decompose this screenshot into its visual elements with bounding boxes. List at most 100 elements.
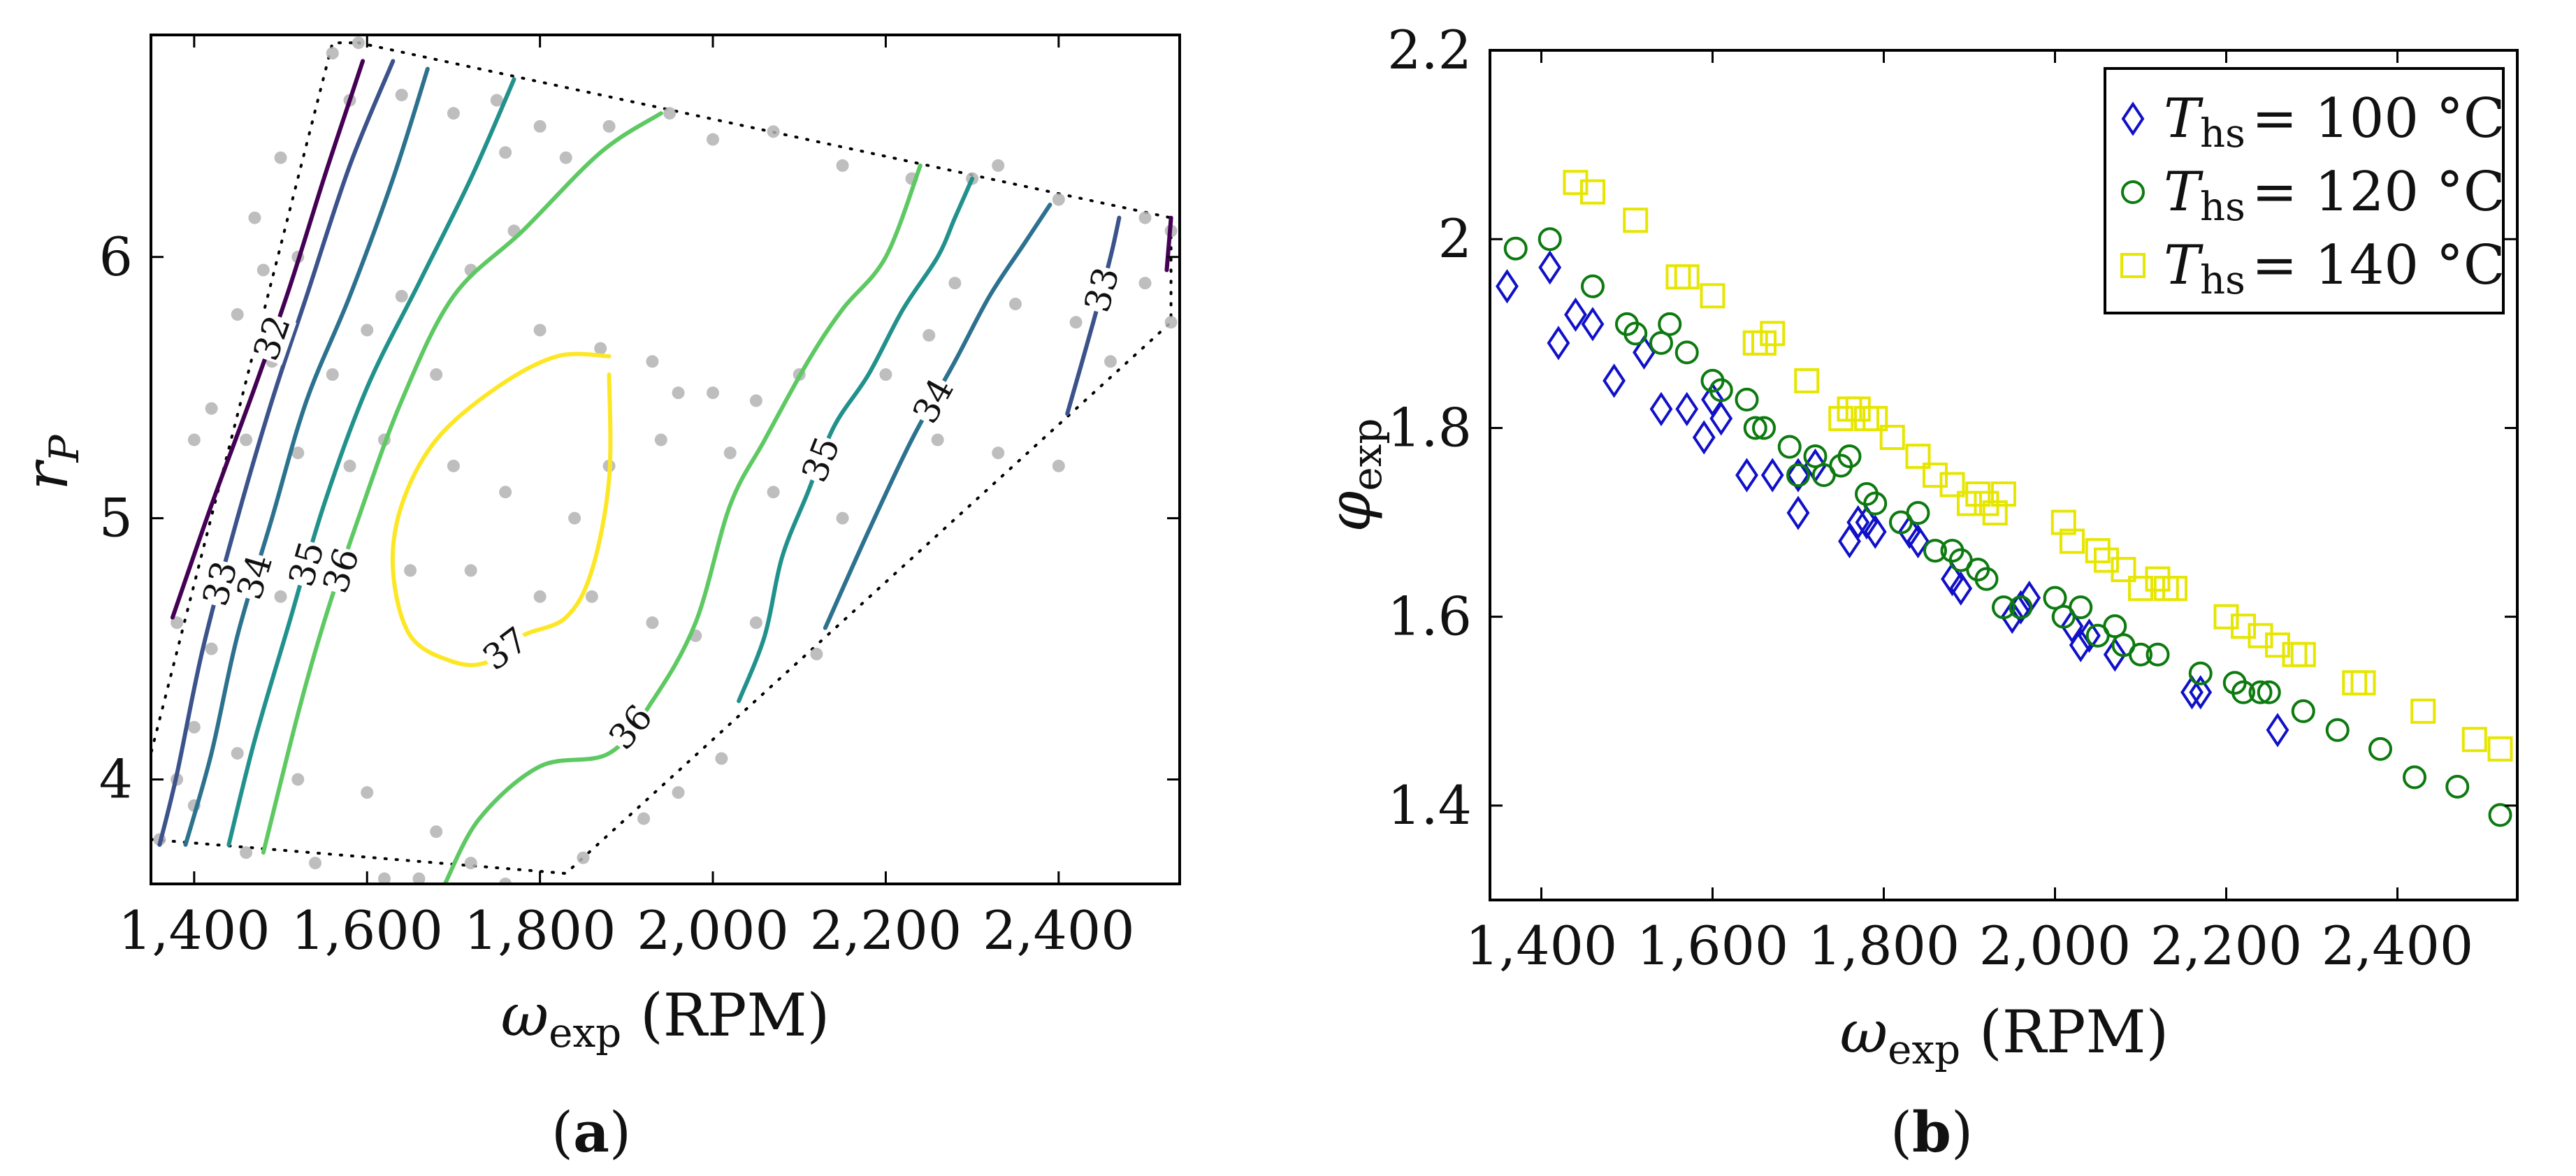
- data-point: [1897, 514, 1921, 549]
- y-tick-label: 1.4: [1387, 774, 1472, 836]
- legend-label: Ths = 120 °C: [2164, 161, 2505, 230]
- y-axis-label-b: φexp: [1315, 419, 1391, 532]
- contour-label-bg: [906, 372, 960, 429]
- contour-line-34: [183, 66, 430, 847]
- x-axis-ticks-a: 1,400 1,600 1,800 2,000 2,200 2,400: [118, 35, 1135, 961]
- contour-label-bg: [247, 310, 297, 365]
- x-tick-label: 1,600: [291, 899, 443, 961]
- sample-point: [326, 47, 339, 60]
- sample-point: [646, 355, 659, 368]
- sample-point: [464, 564, 477, 577]
- sample-point: [1164, 316, 1178, 329]
- sample-point: [931, 433, 944, 447]
- data-point: [1580, 179, 1605, 205]
- data-point: [1760, 321, 1786, 347]
- data-point: [2180, 675, 2204, 710]
- data-point: [1709, 401, 1733, 436]
- data-point: [1854, 405, 1879, 431]
- data-point: [1845, 396, 1871, 422]
- data-point: [2213, 604, 2239, 630]
- sample-point: [395, 88, 408, 101]
- contour-label-bg: [317, 543, 366, 597]
- data-point: [1496, 269, 1519, 304]
- data-point: [1760, 458, 1784, 493]
- data-point: [2342, 670, 2368, 696]
- data-point: [2265, 632, 2290, 658]
- data-point: [2461, 727, 2487, 753]
- legend-item: Ths = 100 °C: [2121, 87, 2505, 157]
- y-tick-label: 4: [99, 748, 133, 810]
- sample-point: [1138, 277, 1152, 290]
- data-point: [1777, 435, 1802, 459]
- data-point: [2069, 595, 2093, 620]
- sample-point: [395, 289, 408, 303]
- contour-line-37: [390, 351, 613, 667]
- contour-label: 35: [794, 431, 848, 488]
- contour-label: 34: [905, 372, 962, 430]
- sample-point: [810, 648, 823, 661]
- legend-label: Ths = 140 °C: [2164, 234, 2505, 303]
- data-point: [1828, 405, 1854, 431]
- sample-point: [533, 119, 547, 133]
- data-point: [2009, 595, 2033, 620]
- x-tick-label: 1,800: [464, 899, 616, 961]
- sample-point: [231, 308, 244, 321]
- data-point: [1923, 463, 1948, 488]
- sample-point: [577, 851, 590, 864]
- contour-label-bg: [476, 620, 535, 677]
- sample-point: [602, 119, 616, 133]
- data-point: [2487, 736, 2513, 762]
- sampling-hull: [151, 41, 1173, 876]
- data-point: [2248, 623, 2273, 648]
- x-tick-label: 1,800: [1808, 915, 1960, 977]
- data-point: [1623, 321, 1648, 346]
- legend-item: Ths = 140 °C: [2120, 234, 2505, 303]
- sample-point: [447, 107, 460, 120]
- scatter-plot-area: [1496, 170, 2513, 827]
- data-point: [2403, 765, 2426, 790]
- data-point: [1743, 416, 1767, 440]
- data-point: [1939, 472, 1965, 498]
- data-point: [2368, 736, 2392, 761]
- sample-point: [559, 151, 572, 164]
- sample-point: [836, 511, 849, 525]
- data-point: [1965, 481, 1991, 507]
- sample-point: [948, 277, 962, 290]
- sample-point: [992, 159, 1005, 172]
- sample-point: [240, 433, 253, 447]
- data-point: [2488, 803, 2512, 827]
- sample-point: [707, 386, 720, 400]
- sample-point: [836, 159, 849, 172]
- data-point: [1674, 264, 1700, 290]
- series-square: [1563, 170, 2513, 762]
- data-point: [2078, 618, 2101, 653]
- contour-line-32: [1164, 215, 1173, 273]
- sample-point: [171, 616, 184, 630]
- contour-line-35: [737, 176, 975, 704]
- data-point: [1581, 274, 1605, 298]
- sample-point: [274, 151, 287, 164]
- sample-point: [187, 433, 201, 447]
- data-point: [1709, 378, 1733, 402]
- sample-point: [533, 590, 547, 603]
- contour-line-33: [157, 59, 396, 847]
- data-point: [1665, 264, 1691, 290]
- data-point: [1957, 491, 1982, 516]
- data-point: [1537, 227, 1562, 252]
- sample-point: [672, 786, 685, 799]
- caption-b: (b): [1890, 1099, 1973, 1165]
- sample-point: [205, 402, 218, 415]
- sample-point: [430, 825, 443, 839]
- contour-label-bg: [1078, 263, 1125, 317]
- contour-line-34: [823, 203, 1052, 630]
- data-point: [1692, 420, 1716, 455]
- data-point: [1794, 368, 1820, 393]
- data-point: [1992, 595, 2016, 620]
- x-axis-ticks-b: 1,400 1,600 1,800 2,000 2,200 2,400: [1466, 50, 2473, 977]
- data-point: [1742, 330, 1768, 356]
- sample-points: [153, 36, 1178, 884]
- sample-point: [723, 447, 737, 460]
- sample-point: [654, 433, 667, 447]
- data-point: [1982, 500, 2008, 526]
